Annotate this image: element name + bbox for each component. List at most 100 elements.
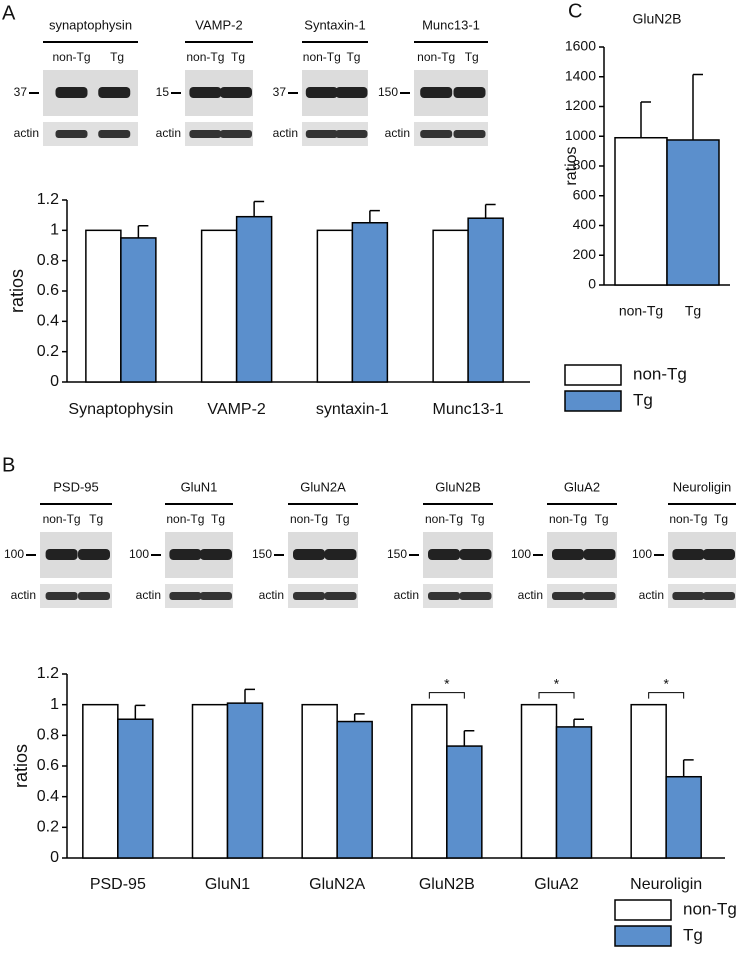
legend-label: Tg — [683, 925, 703, 944]
lane-label: non-Tg — [290, 512, 328, 526]
legend-label: non-Tg — [683, 899, 737, 918]
actin-band — [324, 592, 357, 600]
bar — [117, 718, 154, 859]
lane-label: Tg — [714, 512, 728, 526]
bar — [85, 229, 122, 383]
blot-band — [55, 87, 88, 98]
loading-label: actin — [518, 588, 543, 602]
actin-band — [45, 592, 78, 600]
x-tick-label: GluN2B — [419, 876, 475, 893]
blot-name: GluN1 — [181, 479, 218, 494]
blot-band — [335, 87, 368, 98]
blot-band — [459, 549, 492, 560]
bar — [316, 229, 354, 383]
lane-label: non-Tg — [43, 512, 81, 526]
marker-label: 150 — [378, 85, 398, 99]
blot-name: GluA2 — [564, 479, 600, 494]
lane-label: Tg — [465, 50, 479, 64]
marker-label: 150 — [387, 547, 407, 561]
lane-label: Tg — [89, 512, 103, 526]
loading-label: actin — [273, 126, 298, 140]
panel-label: B — [2, 454, 15, 476]
actin-band — [335, 130, 368, 138]
error-bar — [134, 704, 146, 720]
y-tick-label: 0.6 — [37, 757, 59, 774]
x-tick-label: GluN1 — [205, 876, 250, 893]
actin-band — [78, 592, 110, 600]
blot-name: GluN2B — [435, 479, 481, 494]
lane-label: Tg — [231, 50, 245, 64]
error-bar — [137, 225, 149, 238]
y-tick-label: 0.4 — [37, 313, 59, 330]
lane-label: non-Tg — [303, 50, 341, 64]
y-tick-label: 1 — [50, 222, 59, 239]
error-bar — [484, 203, 496, 219]
bar — [200, 229, 238, 383]
actin-band — [55, 130, 88, 138]
blot-band — [552, 549, 584, 560]
y-tick-label: 800 — [573, 157, 597, 173]
significance-label: * — [663, 675, 669, 691]
lane-label: Tg — [595, 512, 609, 526]
lane-label: non-Tg — [186, 50, 224, 64]
x-tick-label: GluA2 — [534, 876, 579, 893]
marker-label: 15 — [156, 85, 170, 99]
bar — [301, 703, 338, 859]
loading-label: actin — [11, 588, 36, 602]
error-bar — [692, 73, 703, 140]
lane-label: Tg — [211, 512, 225, 526]
error-bar — [253, 200, 265, 217]
bar — [467, 217, 504, 383]
legend-label: non-Tg — [633, 364, 687, 383]
significance-bracket — [648, 692, 685, 699]
bar — [336, 720, 373, 859]
y-tick-label: 400 — [573, 216, 597, 232]
significance-bracket — [428, 692, 465, 699]
error-bar — [682, 759, 694, 777]
y-tick-label: 1600 — [565, 38, 596, 54]
actin-band — [459, 592, 492, 600]
error-bar — [573, 718, 584, 727]
lane-label: non-Tg — [549, 512, 587, 526]
blot-band — [200, 549, 232, 560]
blot-name: GluN2A — [300, 479, 346, 494]
blot-band — [420, 87, 453, 98]
lane-label: Tg — [471, 512, 485, 526]
x-tick-label: PSD-95 — [90, 876, 146, 893]
loading-label: actin — [136, 588, 161, 602]
blot-band — [78, 549, 110, 560]
x-tick-label: Munc13-1 — [433, 401, 504, 418]
legend-swatch — [564, 390, 622, 412]
lane-label: non-Tg — [52, 50, 90, 64]
y-tick-label: 1.2 — [37, 665, 59, 682]
bar — [665, 775, 702, 859]
actin-band — [220, 130, 252, 138]
actin-band — [583, 592, 616, 600]
y-tick-label: 1.2 — [37, 191, 59, 208]
blot-name: PSD-95 — [53, 479, 99, 494]
y-axis-label: ratios — [563, 146, 580, 185]
bar — [666, 139, 720, 286]
blot-name: synaptophysin — [49, 17, 132, 32]
y-tick-label: 0.2 — [37, 819, 59, 836]
marker-label: 37 — [273, 85, 287, 99]
lane-label: Tg — [346, 50, 360, 64]
legend-swatch — [614, 925, 672, 947]
actin-band — [169, 592, 202, 600]
marker-label: 37 — [14, 85, 28, 99]
blot-band — [324, 549, 357, 560]
y-tick-label: 0 — [50, 373, 59, 390]
y-tick-label: 1400 — [565, 67, 596, 83]
actin-band — [428, 592, 460, 600]
bar — [520, 703, 558, 859]
bar — [555, 726, 593, 859]
y-tick-label: 0.4 — [37, 788, 59, 805]
x-tick-label: VAMP-2 — [207, 401, 265, 418]
y-axis-label: ratios — [7, 269, 27, 313]
y-tick-label: 600 — [573, 186, 597, 202]
bar — [226, 702, 264, 859]
lane-label: non-Tg — [417, 50, 455, 64]
y-tick-label: 0.2 — [37, 343, 59, 360]
bar — [630, 703, 667, 859]
